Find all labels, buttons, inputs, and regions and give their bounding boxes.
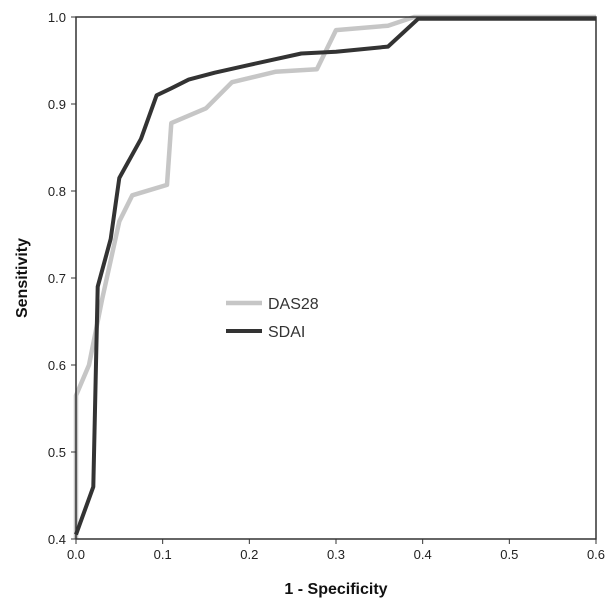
y-tick-label: 0.6 [48,358,66,373]
legend-label-sdai: SDAI [268,324,305,341]
legend: DAS28 SDAI [226,296,319,341]
x-tick-label: 0.0 [67,547,85,562]
y-tick-label: 0.9 [48,97,66,112]
x-tick-label: 0.4 [414,547,432,562]
x-tick-label: 0.1 [154,547,172,562]
x-axis-title: 1 - Specificity [284,581,387,598]
x-tick-label: 0.6 [587,547,605,562]
plot-frame [75,16,597,540]
x-tick-label: 0.2 [240,547,258,562]
y-tick-label: 0.8 [48,184,66,199]
y-tick-label: 0.4 [48,532,66,547]
x-tick-label: 0.3 [327,547,345,562]
y-tick-label: 1.0 [48,10,66,25]
x-tick-label: 0.5 [500,547,518,562]
series-line-sdai [74,16,596,536]
legend-label-das28: DAS28 [268,296,319,313]
y-tick-label: 0.5 [48,445,66,460]
series-line-das28 [73,14,596,539]
y-axis-title: Sensitivity [14,238,31,318]
y-tick-label: 0.7 [48,271,66,286]
